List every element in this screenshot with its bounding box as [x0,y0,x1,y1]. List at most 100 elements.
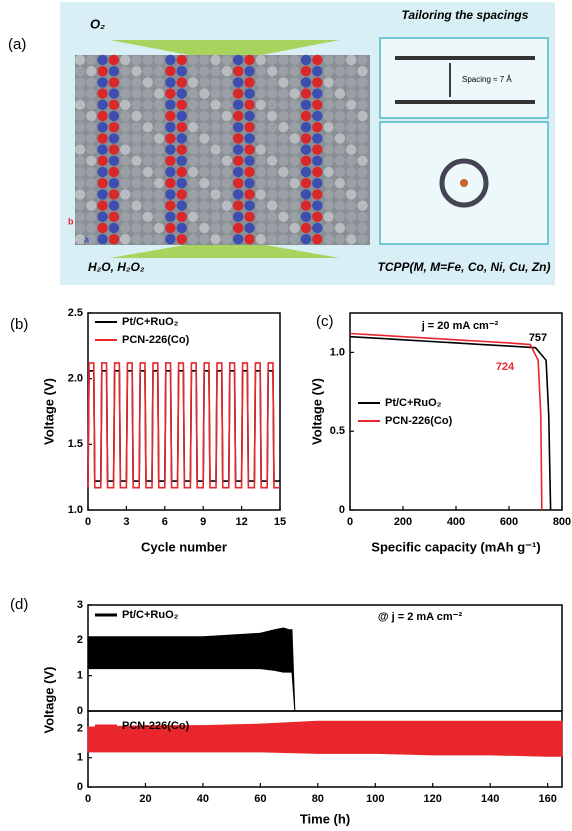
atom [289,211,300,222]
atom [210,99,221,111]
atom [199,110,210,122]
atom [120,88,131,99]
atom [97,222,108,234]
atom [346,155,357,166]
y-tick-label: 3 [77,599,83,611]
atom [221,99,233,111]
atom [300,88,312,99]
panel-label: (b) [10,316,28,333]
atom [289,77,300,88]
atom [278,155,289,166]
atom [153,211,165,222]
atom [131,166,142,178]
series-line [87,362,280,489]
atom [142,88,153,99]
atom [357,211,368,222]
atom [255,234,266,245]
atom [131,178,142,189]
atom [346,122,357,133]
atom [334,54,346,66]
atom [131,77,142,88]
atom [131,222,142,234]
atom [210,189,221,200]
atom [86,211,97,222]
atom [323,211,334,222]
atom [131,88,142,99]
atom [187,211,199,222]
atom [323,200,334,211]
atom [74,99,86,111]
atom [289,189,300,200]
atom [187,189,199,200]
atom [199,166,210,178]
atom [334,155,346,166]
atom [86,133,97,144]
atom [74,189,86,200]
atom [131,144,142,155]
x-tick-label: 200 [394,516,412,528]
atom [131,54,142,66]
atom [97,144,108,155]
atom [97,166,108,178]
atom [266,211,278,222]
atom [74,54,86,66]
atom [289,88,300,99]
atom [357,222,368,234]
atom [289,122,300,133]
atom [165,222,176,234]
y-tick-label: 0.5 [330,425,345,437]
atom [120,66,131,77]
atom [334,144,346,155]
atom [266,189,278,200]
atom [120,234,131,245]
atom [357,99,368,111]
atom [176,122,187,133]
atom [255,211,266,222]
atom [244,66,255,77]
atom [312,178,323,189]
atom [74,122,86,133]
atom [334,234,346,245]
atom [108,122,120,133]
x-tick-label: 9 [200,516,206,528]
atom [312,211,323,222]
atom [108,144,120,155]
atom [74,110,86,122]
atom [120,144,131,155]
atom [120,155,131,166]
atom [300,77,312,88]
atom [108,99,120,111]
atom [187,88,199,99]
legend-label: Pt/C+RuO₂ [122,316,179,328]
atom [244,200,255,211]
atom [233,178,244,189]
illustration: (a) O₂ Tailoring the spacings Spacing ≈ … [8,2,555,285]
atom [334,222,346,234]
atom [300,133,312,144]
atom [165,155,176,166]
x-tick-label: 60 [254,793,266,805]
atom [165,166,176,178]
atom [153,110,165,122]
atom [357,155,368,166]
atom [300,144,312,155]
atom [334,178,346,189]
atom [153,99,165,111]
atom [300,178,312,189]
atom [210,234,221,245]
atom [199,122,210,133]
atom [97,88,108,99]
atom [289,166,300,178]
atom [300,122,312,133]
atom [266,54,278,66]
atom [346,144,357,155]
atom [199,211,210,222]
atom [153,122,165,133]
atom [165,77,176,88]
atom [278,189,289,200]
atom [312,110,323,122]
metal-center [460,179,468,187]
atom [187,54,199,66]
atom [244,222,255,234]
atom [357,88,368,99]
